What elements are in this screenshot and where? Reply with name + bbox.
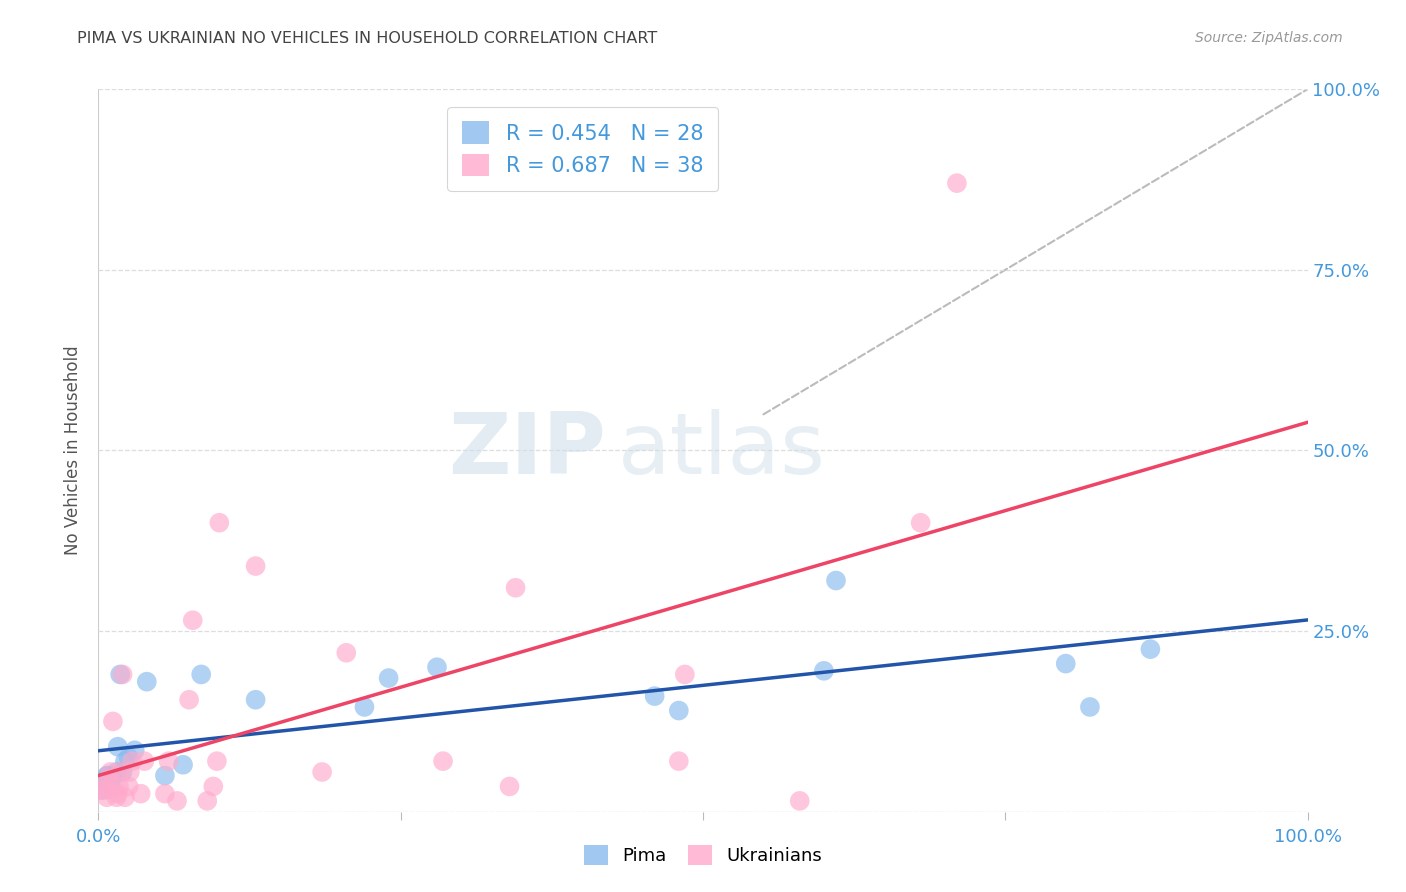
- Point: [195, 794, 218, 808]
- Point: [644, 689, 666, 703]
- Point: [107, 787, 129, 801]
- Point: [96, 769, 118, 783]
- Point: [673, 667, 696, 681]
- Point: [101, 714, 124, 729]
- Point: [108, 764, 131, 779]
- Point: [111, 764, 134, 779]
- Legend: R = 0.454   N = 28, R = 0.687   N = 38: R = 0.454 N = 28, R = 0.687 N = 38: [447, 107, 718, 191]
- Point: [172, 757, 194, 772]
- Text: Source: ZipAtlas.com: Source: ZipAtlas.com: [1195, 31, 1343, 45]
- Point: [813, 664, 835, 678]
- Point: [190, 667, 212, 681]
- Point: [111, 667, 134, 681]
- Point: [91, 776, 114, 790]
- Point: [1139, 642, 1161, 657]
- Point: [93, 776, 115, 790]
- Point: [1078, 700, 1101, 714]
- Point: [97, 769, 120, 783]
- Point: [202, 780, 225, 794]
- Text: ZIP: ZIP: [449, 409, 606, 492]
- Point: [118, 750, 141, 764]
- Point: [353, 700, 375, 714]
- Point: [118, 780, 141, 794]
- Point: [107, 739, 129, 754]
- Point: [668, 754, 690, 768]
- Point: [124, 743, 146, 757]
- Point: [105, 790, 128, 805]
- Point: [97, 783, 120, 797]
- Point: [910, 516, 932, 530]
- Text: atlas: atlas: [619, 409, 827, 492]
- Point: [157, 754, 180, 768]
- Point: [946, 176, 969, 190]
- Point: [1054, 657, 1077, 671]
- Point: [91, 783, 114, 797]
- Text: PIMA VS UKRAINIAN NO VEHICLES IN HOUSEHOLD CORRELATION CHART: PIMA VS UKRAINIAN NO VEHICLES IN HOUSEHO…: [77, 31, 658, 46]
- Point: [311, 764, 333, 779]
- Point: [118, 764, 141, 779]
- Point: [505, 581, 527, 595]
- Point: [825, 574, 848, 588]
- Point: [432, 754, 454, 768]
- Point: [114, 754, 136, 768]
- Point: [135, 674, 157, 689]
- Point: [377, 671, 399, 685]
- Point: [335, 646, 357, 660]
- Point: [101, 769, 124, 783]
- Point: [121, 754, 143, 768]
- Point: [245, 692, 267, 706]
- Y-axis label: No Vehicles in Household: No Vehicles in Household: [65, 345, 83, 556]
- Point: [96, 790, 118, 805]
- Legend: Pima, Ukrainians: Pima, Ukrainians: [576, 838, 830, 872]
- Point: [91, 783, 114, 797]
- Point: [100, 764, 122, 779]
- Point: [98, 772, 121, 787]
- Point: [166, 794, 188, 808]
- Point: [134, 754, 156, 768]
- Point: [426, 660, 449, 674]
- Point: [205, 754, 228, 768]
- Point: [105, 764, 128, 779]
- Point: [245, 559, 267, 574]
- Point: [108, 780, 131, 794]
- Point: [498, 780, 520, 794]
- Point: [100, 776, 122, 790]
- Point: [208, 516, 231, 530]
- Point: [668, 704, 690, 718]
- Point: [179, 692, 201, 706]
- Point: [153, 769, 176, 783]
- Point: [114, 790, 136, 805]
- Point: [153, 787, 176, 801]
- Point: [789, 794, 811, 808]
- Point: [181, 613, 204, 627]
- Point: [108, 667, 131, 681]
- Point: [129, 787, 152, 801]
